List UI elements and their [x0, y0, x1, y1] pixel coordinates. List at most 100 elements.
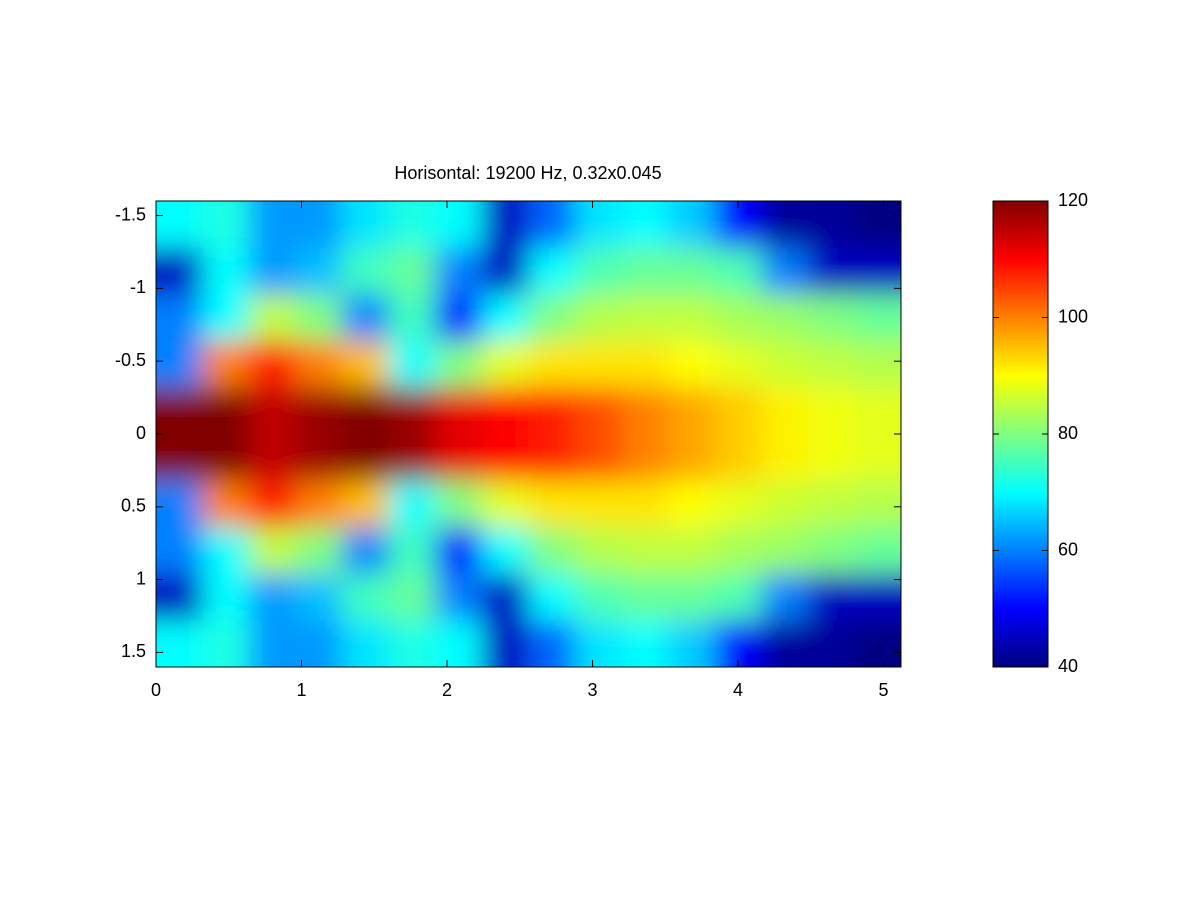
y-tick-label: 0 [136, 423, 146, 443]
heat-cell [481, 480, 530, 529]
heat-cell [714, 480, 763, 529]
heat-cell [249, 620, 297, 667]
heat-cell [481, 620, 530, 667]
heat-cell [342, 434, 390, 482]
heat-cell [854, 340, 901, 389]
heat-cell [156, 387, 204, 435]
heat-cell [156, 247, 204, 296]
heat-cell [249, 201, 297, 249]
heat-cell [202, 527, 251, 575]
heat-cell [388, 527, 437, 575]
heat-cell [295, 387, 344, 435]
heat-cell [621, 340, 670, 389]
heat-cell [435, 480, 483, 529]
heat-cell [621, 247, 670, 296]
heat-cell [202, 247, 251, 296]
heat-cell [575, 620, 623, 667]
heat-cell [621, 201, 670, 249]
heat-cell [295, 480, 344, 529]
colorbar [992, 200, 1049, 668]
heat-cell [342, 573, 390, 622]
heat-cell [761, 620, 809, 667]
heat-cell [807, 201, 856, 249]
heat-cell [714, 294, 763, 342]
heat-cell [714, 573, 763, 622]
heat-cell [621, 480, 670, 529]
heat-cell [249, 387, 297, 435]
heat-cell [435, 247, 483, 296]
heat-cell [202, 201, 251, 249]
heat-cell [342, 620, 390, 667]
x-tick-label: 0 [151, 680, 161, 700]
heat-cell [342, 480, 390, 529]
heat-cell [807, 480, 856, 529]
heat-cell [854, 201, 901, 249]
heat-cell [481, 201, 530, 249]
heat-cell [481, 434, 530, 482]
heat-cell [714, 527, 763, 575]
heat-cell [761, 340, 809, 389]
heat-cell [342, 201, 390, 249]
heat-cell [202, 294, 251, 342]
heat-cell [249, 573, 297, 622]
heat-cell [761, 434, 809, 482]
heat-cell [668, 340, 716, 389]
heat-cell [156, 480, 204, 529]
heat-cell [249, 340, 297, 389]
heat-cell [575, 434, 623, 482]
heat-cell [528, 620, 577, 667]
y-tick-label: -1 [130, 277, 146, 297]
heat-cell [761, 480, 809, 529]
heat-cell [621, 294, 670, 342]
heat-cell [807, 434, 856, 482]
heat-cell [761, 201, 809, 249]
x-tick-label: 4 [733, 680, 743, 700]
heat-cell [388, 434, 437, 482]
heat-cell [295, 340, 344, 389]
x-tick-label: 1 [297, 680, 307, 700]
x-tick-label: 5 [879, 680, 889, 700]
colorbar-tick-label: 40 [1058, 656, 1078, 676]
heat-cell [388, 620, 437, 667]
heat-cell [761, 573, 809, 622]
heat-cell [621, 387, 670, 435]
heat-cell [249, 294, 297, 342]
heatmap [156, 201, 901, 667]
heat-cell [575, 387, 623, 435]
heat-cell [807, 527, 856, 575]
heat-cell [435, 201, 483, 249]
heat-cell [528, 294, 577, 342]
heat-cell [668, 620, 716, 667]
heat-cell [249, 480, 297, 529]
heat-cell [575, 294, 623, 342]
heat-cell [435, 620, 483, 667]
heat-cell [202, 480, 251, 529]
heat-cell [249, 527, 297, 575]
heat-cell [714, 434, 763, 482]
heat-cell [854, 434, 901, 482]
heat-cell [156, 294, 204, 342]
heat-cell [435, 527, 483, 575]
heat-cell [295, 201, 344, 249]
heat-cell [668, 294, 716, 342]
heat-cell [202, 434, 251, 482]
heat-cell [575, 340, 623, 389]
heat-cell [854, 294, 901, 342]
colorbar-tick-label: 100 [1058, 306, 1088, 326]
heat-cell [435, 340, 483, 389]
heat-cell [621, 573, 670, 622]
heat-cell [714, 247, 763, 296]
heat-cell [528, 527, 577, 575]
heat-cell [481, 247, 530, 296]
heat-cell [295, 247, 344, 296]
heat-cell [342, 527, 390, 575]
heat-cell [528, 434, 577, 482]
heat-cell [528, 340, 577, 389]
y-tick-label: 0.5 [121, 496, 146, 516]
heat-cell [156, 573, 204, 622]
heat-cell [156, 620, 204, 667]
heat-cell [202, 387, 251, 435]
heat-cell [714, 340, 763, 389]
heat-cell [435, 434, 483, 482]
heat-cell [807, 340, 856, 389]
